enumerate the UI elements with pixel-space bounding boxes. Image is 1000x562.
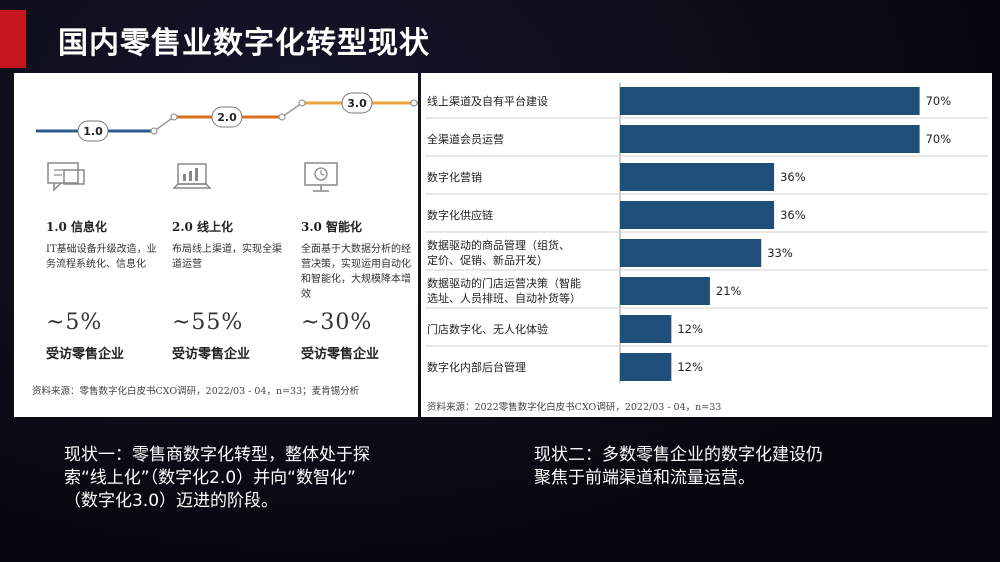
category-label: 数字化供应链 [427, 208, 493, 222]
stage-description: 全面基于大数据分析的经营决策，实现运用自动化和智能化，大规模降本增效 [301, 244, 411, 300]
stage-2: 2.0 线上化 布局线上渠道，实现全渠道运营 ~55% 受访零售企业 [172, 160, 294, 362]
category-label: 数据驱动的商品管理（组货、定价、促销、新品开发） [427, 238, 570, 267]
bar [620, 277, 710, 305]
caption-line: （数字化3.0）迈进的阶段。 [64, 491, 279, 511]
stage-1: 1.0 信息化 IT基础设备升级改造，业务流程系统化、信息化 ~5% 受访零售企… [46, 160, 168, 362]
stage-description: IT基础设备升级改造，业务流程系统化、信息化 [46, 244, 157, 270]
digital-priorities-panel: 70% 线上渠道及自有平台建设 70% 全渠道会员运营 36% 数字化营销 36% 数字化供应… [421, 73, 992, 417]
timeline-node [278, 113, 286, 121]
bar [620, 163, 775, 191]
caption-left: 现状一：零售商数字化转型，整体处于探 索“线上化”（数字化2.0）并向“数智化”… [64, 444, 370, 513]
bar [620, 201, 775, 229]
stage-timeline: 1.0 2.0 3.0 [36, 92, 418, 142]
chat-icon [46, 160, 88, 196]
slide-title: 国内零售业数字化转型现状 [58, 26, 430, 61]
timeline-connector-1 [153, 116, 175, 132]
category-label: 全渠道会员运营 [427, 132, 504, 146]
timeline-connector-2 [281, 102, 303, 118]
monitor-clock-icon [301, 160, 343, 196]
category-label: 门店数字化、无人化体验 [427, 322, 548, 336]
bar-value-label: 21% [716, 284, 742, 298]
stage-percentage: ~30% [301, 310, 373, 335]
bar [620, 353, 672, 381]
caption-line: 聚焦于前端渠道和流量运营。 [534, 468, 755, 488]
bar-value-label: 12% [677, 322, 703, 336]
bar [620, 239, 762, 267]
timeline-node [298, 99, 306, 107]
bar-value-label: 36% [780, 170, 806, 184]
stage-percentage: ~55% [172, 310, 244, 335]
caption-line: 现状一：零售商数字化转型，整体处于探 [64, 445, 370, 465]
source-note: 资料来源：2022零售数字化白皮书CXO调研，2022/03 - 04，n=33 [427, 402, 722, 413]
bar [620, 315, 672, 343]
timeline-node [410, 99, 418, 107]
caption-right: 现状二：多数零售企业的数字化建设仍 聚焦于前端渠道和流量运营。 [534, 444, 823, 490]
stage-marker-3: 3.0 [341, 92, 373, 114]
stage-name: 3.0 智能化 [301, 220, 363, 234]
svg-text:1.0: 1.0 [83, 125, 103, 138]
laptop-chart-icon [172, 160, 214, 196]
category-label: 数据驱动的门店运营决策（智能选址、人员排班、自动补货等） [427, 276, 581, 305]
caption-line: 现状二：多数零售企业的数字化建设仍 [534, 445, 823, 465]
bar-value-label: 12% [677, 360, 703, 374]
stage-marker-2: 2.0 [211, 106, 243, 128]
stage-subtitle: 受访零售企业 [301, 347, 380, 362]
caption-line: 索“线上化”（数字化2.0）并向“数智化” [64, 468, 356, 488]
stage-name: 2.0 线上化 [172, 220, 234, 234]
category-label: 数字化内部后台管理 [427, 360, 526, 374]
digitalization-stages-panel: 1.0 2.0 3.0 1.0 信息化 IT基础设备升级改造，业务流程系统化、信… [14, 73, 418, 417]
category-label: 数字化营销 [427, 170, 482, 184]
stage-description: 布局线上渠道，实现全渠道运营 [172, 244, 282, 270]
stage-name: 1.0 信息化 [46, 220, 108, 234]
source-note: 资料来源：零售数字化白皮书CXO调研，2022/03 - 04，n=33；麦肯锡… [32, 386, 360, 397]
svg-text:2.0: 2.0 [217, 111, 237, 124]
bar-value-label: 36% [780, 208, 806, 222]
bar [620, 87, 920, 115]
bar-value-label: 70% [926, 94, 952, 108]
svg-text:3.0: 3.0 [347, 97, 367, 110]
priority-bar-chart: 70% 线上渠道及自有平台建设 70% 全渠道会员运营 36% 数字化营销 36% 数字化供应… [425, 83, 988, 383]
bar [620, 125, 920, 153]
stage-percentage: ~5% [46, 310, 103, 335]
bar-value-label: 33% [767, 246, 793, 260]
bar-value-label: 70% [926, 132, 952, 146]
stage-3: 3.0 智能化 全面基于大数据分析的经营决策，实现运用自动化和智能化，大规模降本… [301, 160, 423, 362]
category-label: 线上渠道及自有平台建设 [427, 94, 548, 108]
stage-marker-1: 1.0 [77, 120, 109, 142]
timeline-node [150, 127, 158, 135]
timeline-node [170, 113, 178, 121]
stage-subtitle: 受访零售企业 [172, 347, 251, 362]
title-accent-bar [0, 10, 26, 68]
stage-subtitle: 受访零售企业 [46, 347, 125, 362]
